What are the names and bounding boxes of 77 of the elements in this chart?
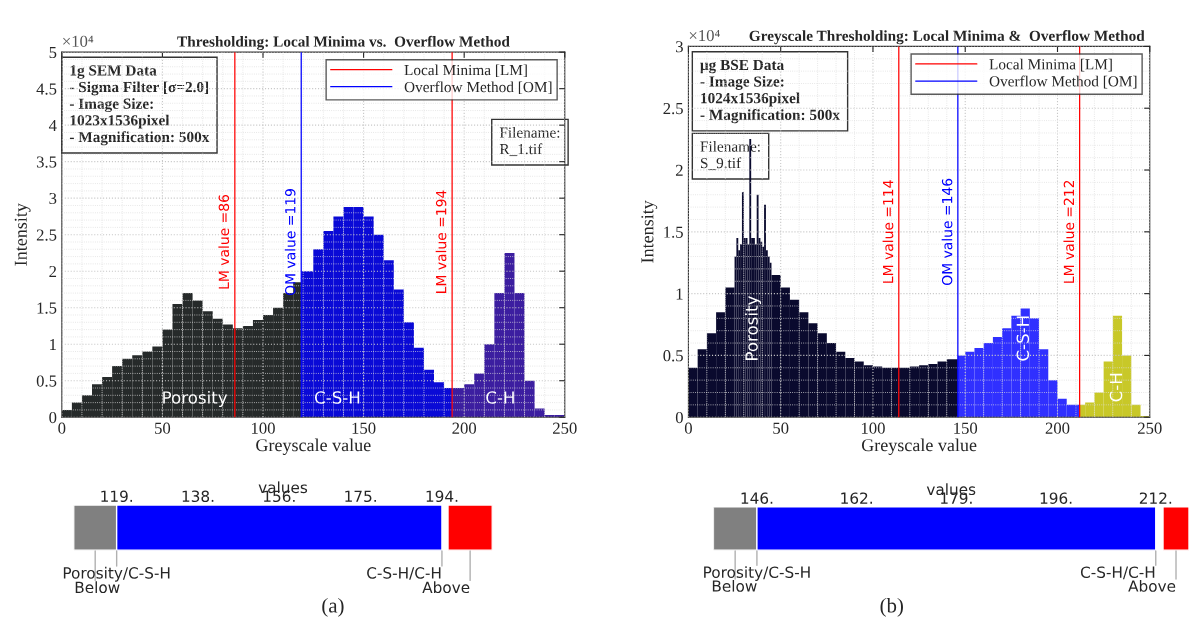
x-tick-label: 146. [741,492,773,504]
y-tick-label: 1 [676,288,683,300]
annotation: Above [1128,579,1176,592]
annotation: C-H [1109,373,1123,402]
annotation: (b) [880,597,903,617]
y-tick-label: 1.5 [664,226,683,238]
x-tick-label: 212. [1139,492,1172,504]
x-tick-label: 200 [1045,422,1070,434]
x-tick-label: 50 [155,422,171,434]
x-tick-label: 196. [1040,492,1072,504]
x-tick-label: 0 [684,422,692,434]
annotation: 1g SEM Data - Sigma Filter [σ=2.0] - Image Size: 1023x1536pixel - Magnification: 500x [69,65,210,146]
x-tick-label: 138. [182,490,214,503]
bar [1162,506,1189,551]
x-tick-label: 194. [426,490,458,503]
y-tick-label: 3 [676,41,683,53]
y-tick-label: 4 [48,119,57,131]
y-tick-label: 5 [49,47,57,59]
x-tick-label: 100 [251,422,275,434]
x-tick-label: 150 [352,422,376,434]
x-tick-label: 50 [773,422,789,434]
y-axis-title: Intensity [14,203,31,266]
annotation: OM value =119 [284,189,296,296]
y-tick-label: 2 [675,164,683,176]
annotation: Porosity/C-S-H [63,566,170,582]
annotation: Porosity/C-S-H [704,566,810,581]
x-tick-label: 162. [841,492,872,504]
annotation: C-S-H [314,391,360,404]
annotation: LM value =114 [882,180,894,283]
annotation: Below [712,579,757,592]
annotation: Filename: R_1.tif [499,126,560,157]
y-tick-label: 0 [49,411,57,424]
x-tick-label: 250 [1137,422,1162,434]
y-tick-label: 3 [49,192,57,205]
x-tick-label: 200 [452,422,477,434]
annotation: Porosity [744,296,762,360]
x-axis-title: Greyscale value [256,438,371,456]
y-tick-label: 0.5 [663,350,683,362]
x-tick-label: 250 [553,422,577,434]
y-tick-label: 1.5 [37,302,57,314]
y-tick-label: 2 [49,265,57,277]
annotation: LM value =86 [218,194,230,289]
x-axis-title: Greyscale value [861,438,977,456]
legend-label: Local Minima [LM] [404,64,527,78]
chart-title: Thresholding: Local Minima vs. Overflow Method [177,35,510,50]
annotation: LM value =194 [435,190,447,293]
x-tick-label: 150 [954,422,978,434]
y-tick-label: 2.5 [663,102,683,115]
y-tick-label: 0.5 [36,375,57,387]
text: ×10⁴ [689,29,720,42]
annotation: Porosity [163,390,228,408]
y-tick-label: 0 [675,411,683,424]
y-tick-label: 3.5 [36,156,57,168]
legend-label: Overflow Method [OM] [989,75,1137,89]
x-tick-label: 175. [345,490,376,503]
annotation: Above [422,581,470,594]
annotation: OM value =146 [941,178,953,285]
y-tick-label: 1 [50,338,56,350]
y-tick-label: 4.5 [36,83,57,95]
y-tick-label: 2.5 [36,229,57,241]
annotation: C-S-H/C-H [367,567,441,580]
annotation: C-H [486,391,514,404]
y-axis-title: Intensity [641,200,658,263]
annotation: (a) [322,597,344,617]
chart-title: Greyscale Thresholding: Local Minima & Overflow Method [749,30,1145,45]
x-tick-label: 0 [58,422,66,434]
annotation: LM value =212 [1063,180,1075,283]
legend-label: Local Minima [LM] [989,58,1112,72]
x-tick-label: 119. [101,490,133,503]
annotation: C-S-H/C-H [1080,566,1155,580]
x-tick-label: 100 [861,422,885,434]
legend-label: Overflow Method [OM] [404,81,552,95]
annotation: μg BSE Data - Image Size: 1024x1536pixel - Magnification: 500x [700,59,840,124]
bar [447,504,493,551]
annotation: C-S-H [1016,316,1030,361]
text: ×10⁴ [63,35,94,47]
annotation: Below [75,581,120,594]
